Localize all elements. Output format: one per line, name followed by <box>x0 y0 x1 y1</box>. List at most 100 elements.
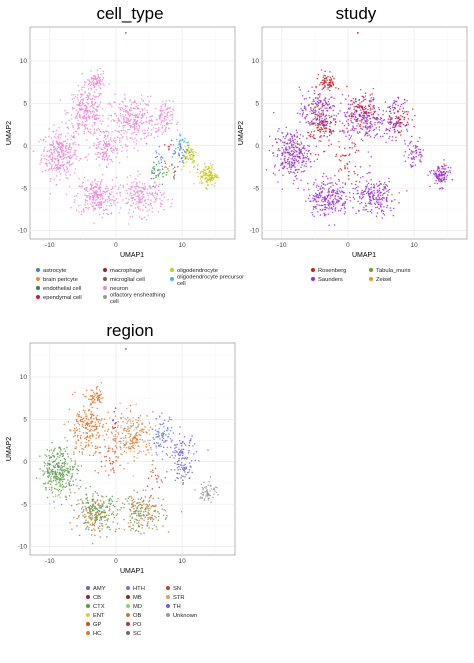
data-point <box>284 161 286 163</box>
data-point <box>70 149 72 151</box>
data-point <box>340 195 343 197</box>
data-point <box>365 110 367 113</box>
data-point <box>57 136 59 139</box>
data-point <box>82 393 84 396</box>
data-point <box>122 437 125 439</box>
data-point <box>322 114 324 117</box>
data-point <box>352 126 355 129</box>
data-point <box>271 145 274 147</box>
data-point <box>94 529 96 532</box>
data-point <box>129 447 132 450</box>
data-point <box>117 201 119 204</box>
data-point <box>86 196 88 198</box>
data-point <box>435 174 438 176</box>
data-point <box>138 128 140 130</box>
data-point <box>412 165 414 167</box>
data-point <box>435 173 438 175</box>
data-point <box>197 175 199 178</box>
data-point <box>347 130 349 132</box>
data-point <box>406 190 408 192</box>
data-point <box>91 434 94 437</box>
data-point <box>61 462 63 465</box>
data-point <box>290 164 293 166</box>
data-point <box>81 447 83 450</box>
data-point <box>324 199 327 201</box>
data-point <box>59 147 62 150</box>
data-point <box>359 104 361 107</box>
data-point <box>346 85 348 88</box>
data-point <box>137 202 140 204</box>
data-point <box>160 159 162 161</box>
data-point <box>325 114 328 116</box>
data-point <box>324 204 327 206</box>
data-point <box>72 468 74 470</box>
data-point <box>68 157 71 159</box>
data-point <box>369 127 372 129</box>
data-point <box>99 452 102 454</box>
data-point <box>95 88 98 91</box>
data-point <box>101 417 103 420</box>
data-point <box>304 156 307 159</box>
data-point <box>64 135 67 138</box>
data-point <box>368 172 370 174</box>
data-point <box>114 147 117 149</box>
data-point <box>301 164 303 166</box>
data-point <box>322 102 324 104</box>
data-point <box>89 98 92 101</box>
data-point <box>47 156 50 158</box>
data-point <box>187 158 190 161</box>
data-point <box>179 442 182 444</box>
data-point <box>116 513 119 515</box>
data-point <box>69 174 71 176</box>
data-point <box>158 435 160 438</box>
data-point <box>114 141 117 144</box>
data-point <box>95 513 97 515</box>
data-point <box>365 116 367 119</box>
data-point <box>94 96 96 98</box>
data-point <box>182 159 184 162</box>
data-point <box>63 462 66 464</box>
data-point <box>97 156 99 158</box>
data-point <box>84 120 87 123</box>
y-tick-label: 10 <box>252 58 260 65</box>
data-point <box>327 201 329 203</box>
data-point <box>62 158 65 160</box>
data-point <box>54 471 56 474</box>
data-point <box>79 420 82 422</box>
data-point <box>86 421 89 424</box>
data-point <box>87 153 90 156</box>
data-point <box>94 178 96 180</box>
data-point <box>84 92 86 94</box>
data-point <box>100 381 103 384</box>
data-point <box>114 433 117 436</box>
data-point <box>350 100 352 102</box>
data-point <box>75 441 77 443</box>
data-point <box>292 158 294 161</box>
data-point <box>105 204 108 207</box>
data-point <box>50 167 53 170</box>
data-point <box>66 474 69 477</box>
data-point <box>94 516 96 519</box>
data-point <box>144 426 146 428</box>
data-point <box>77 84 80 87</box>
data-point <box>92 454 95 456</box>
data-point <box>80 465 83 467</box>
data-point <box>92 78 94 80</box>
data-point <box>56 471 59 474</box>
data-point <box>92 414 95 417</box>
data-point <box>388 137 390 140</box>
data-point <box>155 164 158 166</box>
data-point <box>402 123 405 126</box>
data-point <box>109 417 111 419</box>
data-point <box>398 117 400 120</box>
data-point <box>112 139 115 141</box>
data-point <box>151 428 153 430</box>
data-point <box>296 112 299 114</box>
data-point <box>94 452 96 454</box>
data-point <box>299 144 301 146</box>
data-point <box>84 113 86 115</box>
data-point <box>126 430 128 433</box>
data-point <box>83 176 86 179</box>
data-point <box>113 435 115 437</box>
data-point <box>72 101 75 103</box>
